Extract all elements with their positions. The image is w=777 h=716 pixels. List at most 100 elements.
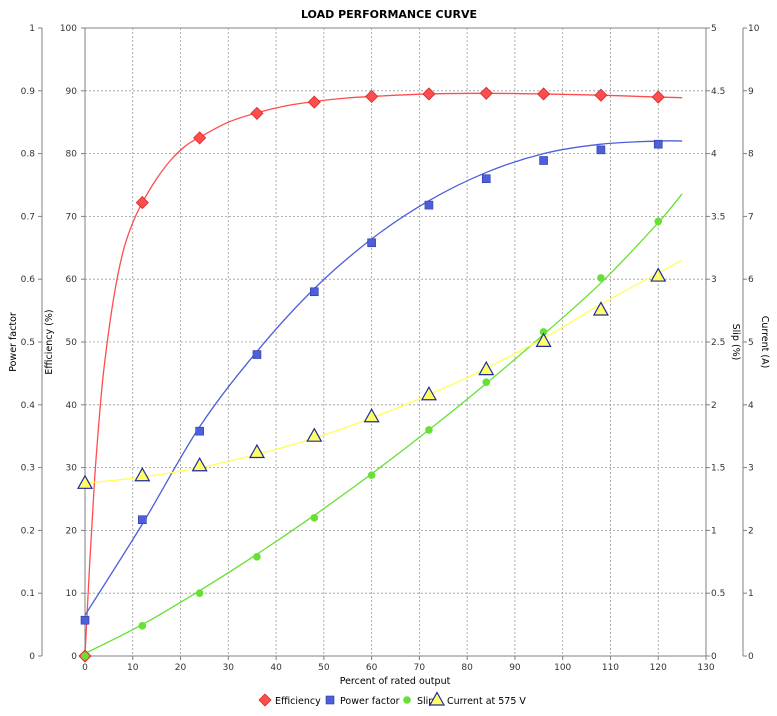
current-tick-label: 6 [748, 275, 754, 285]
legend-label-efficiency: Efficiency [275, 696, 321, 707]
efficiency-point [651, 90, 665, 104]
efficiency-point [193, 131, 207, 145]
current-tick-label: 8 [748, 150, 754, 160]
current-at-575-v-point [363, 408, 380, 423]
chart-title: LOAD PERFORMANCE CURVE [301, 8, 477, 21]
power-factor-point [252, 350, 262, 359]
power-factor-point [367, 238, 376, 248]
slip-point [195, 589, 204, 597]
power-factor-point [596, 145, 606, 155]
current-at-575-v-point [306, 427, 323, 442]
legend-label-power-factor: Power factor [340, 696, 400, 707]
slip-tick-label: 4.5 [711, 87, 725, 97]
current-at-575-v-point [478, 360, 495, 376]
efficiency-point [537, 87, 551, 101]
slip-axis-label: Slip (%) [730, 324, 741, 361]
current-at-575-v-point [592, 301, 609, 316]
power-factor-tick-label: 0.7 [21, 212, 35, 222]
efficiency-tick-label: 70 [66, 212, 78, 222]
legend-label-current-at-575-v: Current at 575 V [447, 696, 526, 707]
x-axis-label: Percent of rated output [340, 676, 451, 687]
power-factor-tick-label: 0.9 [21, 87, 36, 97]
x-tick-label: 0 [82, 663, 88, 673]
power-factor-tick-label: 0.4 [21, 401, 36, 411]
power-factor-point [309, 287, 319, 297]
x-tick-label: 70 [414, 663, 426, 673]
current-at-575-v-point [191, 456, 208, 472]
power-factor-tick-label: 0.6 [21, 275, 36, 285]
slip-point [253, 552, 261, 561]
slip-tick-label: 2.5 [711, 338, 725, 348]
x-tick-label: 60 [366, 663, 378, 673]
efficiency-point [135, 196, 149, 210]
power-factor-point [424, 200, 434, 210]
efficiency-tick-label: 10 [66, 589, 78, 599]
current-axis-label: Current (A) [759, 316, 770, 369]
slip-point [539, 328, 548, 336]
slip-point [138, 622, 147, 630]
efficiency-tick-label: 20 [66, 526, 78, 536]
current-tick-label: 0 [748, 652, 754, 662]
current-tick-label: 1 [748, 589, 754, 599]
slip-tick-label: 0.5 [711, 589, 725, 599]
current-tick-label: 9 [748, 87, 754, 97]
current-tick-label: 3 [748, 464, 754, 474]
x-tick-label: 90 [509, 663, 521, 673]
x-tick-label: 20 [175, 663, 187, 673]
legend-label-slip: Slip [417, 696, 434, 707]
current-at-575-v-point [650, 267, 667, 282]
power-factor-tick-label: 0.2 [21, 526, 35, 536]
power-factor-point [481, 174, 491, 184]
efficiency-point [594, 88, 608, 102]
current-at-575-v-point [535, 332, 552, 347]
efficiency-tick-label: 30 [66, 464, 78, 474]
efficiency-point [479, 86, 493, 100]
power-factor-point [195, 426, 204, 436]
efficiency-tick-label: 100 [60, 24, 77, 34]
slip-point [654, 217, 663, 226]
legend-marker-power-factor [325, 695, 335, 705]
legend-item-power-factor: Power factor [325, 695, 400, 707]
slip-point [367, 471, 376, 479]
power-factor-tick-label: 1 [29, 24, 35, 34]
efficiency-point [307, 95, 321, 109]
legend-marker-efficiency [258, 693, 272, 707]
legend: Efficiency Power factor Slip Current at 575… [258, 691, 526, 707]
x-tick-label: 100 [554, 663, 571, 673]
efficiency-point [365, 89, 379, 104]
efficiency-tick-label: 90 [66, 87, 78, 97]
slip-tick-label: 1.5 [711, 464, 725, 474]
current-tick-label: 2 [748, 526, 754, 536]
legend-item-slip: Slip [403, 696, 434, 707]
efficiency-tick-label: 60 [66, 275, 78, 285]
current-tick-label: 7 [748, 212, 754, 222]
slip-tick-label: 3 [711, 275, 717, 285]
efficiency-tick-label: 80 [66, 150, 78, 160]
power-factor-point [653, 139, 663, 149]
x-tick-label: 30 [223, 663, 235, 673]
power-factor-point [138, 515, 147, 525]
current-at-575-v-point [420, 386, 437, 401]
slip-tick-label: 5 [711, 24, 717, 34]
power-factor-point [80, 615, 90, 625]
slip-tick-label: 0 [711, 652, 717, 662]
x-tick-label: 120 [650, 663, 667, 673]
current-tick-label: 4 [748, 401, 754, 411]
current-at-575-v-point [248, 443, 265, 459]
power-factor-tick-label: 0.5 [21, 338, 35, 348]
current-tick-label: 5 [748, 338, 754, 348]
slip-point [482, 378, 491, 386]
slip-tick-label: 1 [711, 526, 717, 536]
slip-point [597, 274, 605, 282]
slip-curve [84, 193, 683, 655]
power-factor-tick-label: 0.1 [21, 589, 35, 599]
slip-point [310, 514, 319, 522]
efficiency-point [422, 87, 436, 101]
efficiency-tick-label: 40 [66, 401, 78, 411]
axes: 0 10 20 30 40 50 60 70 80 90 100 110 120 13000.10.20.… [8, 24, 770, 673]
current-at-575-v-point [134, 467, 151, 482]
legend-item-efficiency: Efficiency [258, 693, 321, 707]
x-tick-label: 50 [318, 663, 330, 673]
legend-marker-current-at-575-v [428, 691, 446, 706]
